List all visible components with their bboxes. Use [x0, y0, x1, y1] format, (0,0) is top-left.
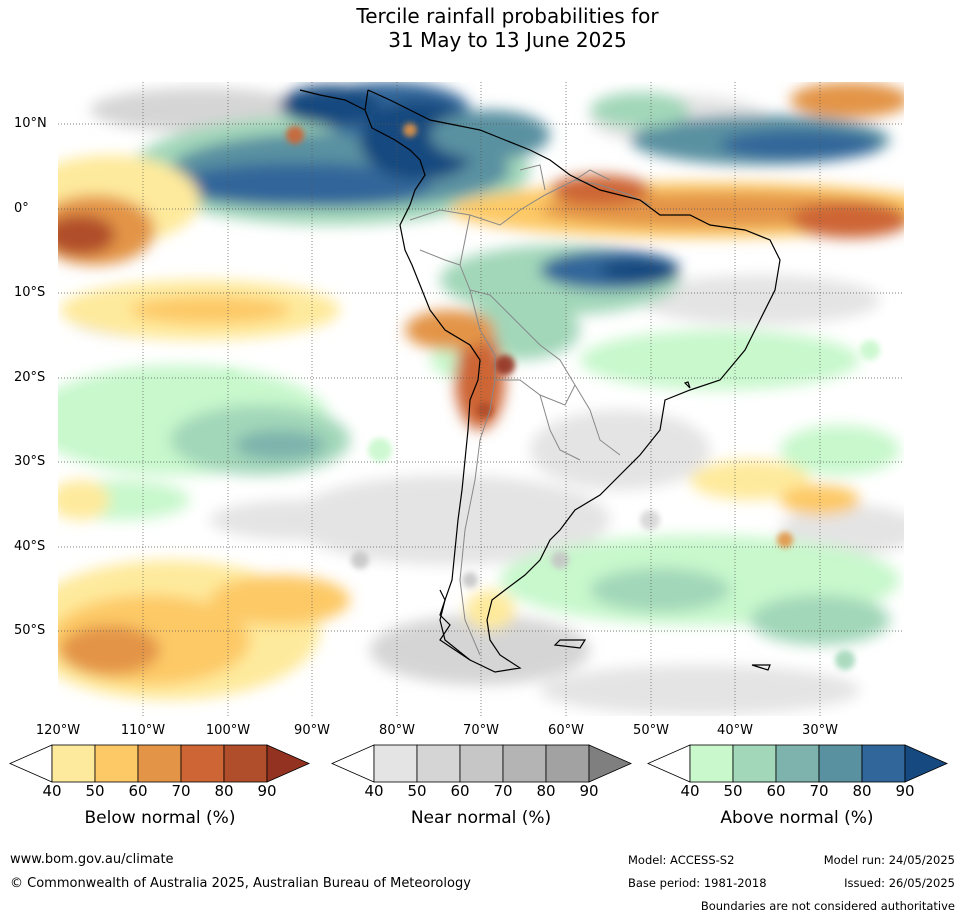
base-period-text: Base period: 1981-2018	[628, 876, 767, 890]
lat-label-20s: 20°S	[14, 370, 46, 385]
colorbar-near-title: Near normal (%)	[410, 808, 552, 828]
lon-label-60w: 60°W	[548, 723, 584, 738]
cb-near-tick-50: 50	[407, 782, 427, 800]
cb-below-tick-40: 40	[42, 782, 62, 800]
cb-near-tick-60: 60	[450, 782, 470, 800]
probability-field	[58, 82, 904, 716]
lat-label-10s: 10°S	[14, 285, 46, 300]
cb-below-tick-60: 60	[128, 782, 148, 800]
lat-label-10n: 10°N	[14, 116, 47, 131]
lon-label-100w: 100°W	[205, 723, 251, 738]
issued-text: Issued: 26/05/2025	[844, 876, 955, 890]
cb-above-tick-70: 70	[809, 782, 829, 800]
title-line-1: Tercile rainfall probabilities for	[356, 4, 659, 28]
cb-above-tick-60: 60	[766, 782, 786, 800]
lat-label-0: 0°	[14, 201, 29, 216]
lon-label-40w: 40°W	[717, 723, 753, 738]
cb-near-tick-90: 90	[579, 782, 599, 800]
copyright-text: © Commonwealth of Australia 2025, Austra…	[10, 876, 471, 891]
lon-label-120w: 120°W	[35, 723, 81, 738]
cb-below-tick-70: 70	[171, 782, 191, 800]
model-run-text: Model run: 24/05/2025	[823, 853, 955, 867]
cb-near-tick-80: 80	[536, 782, 556, 800]
lon-label-110w: 110°W	[120, 723, 166, 738]
colorbar-below-title: Below normal (%)	[84, 808, 236, 828]
lat-label-30s: 30°S	[14, 454, 46, 469]
cb-below-tick-50: 50	[85, 782, 105, 800]
colorbar-above-title: Above normal (%)	[720, 808, 874, 828]
lat-label-50s: 50°S	[14, 623, 46, 638]
country-borders	[409, 164, 651, 656]
lat-label-40s: 40°S	[14, 539, 46, 554]
lon-label-50w: 50°W	[633, 723, 669, 738]
lon-label-90w: 90°W	[294, 723, 330, 738]
cb-above-tick-40: 40	[680, 782, 700, 800]
title-line-2: 31 May to 13 June 2025	[388, 28, 627, 52]
colorbar-near	[331, 744, 632, 783]
lon-label-70w: 70°W	[463, 723, 499, 738]
cb-below-tick-90: 90	[257, 782, 277, 800]
cb-above-tick-90: 90	[895, 782, 915, 800]
colorbar-below	[9, 744, 310, 783]
cb-above-tick-80: 80	[852, 782, 872, 800]
lon-label-80w: 80°W	[379, 723, 415, 738]
model-text: Model: ACCESS-S2	[628, 853, 735, 867]
cb-above-tick-50: 50	[723, 782, 743, 800]
website-link[interactable]: www.bom.gov.au/climate	[10, 852, 174, 867]
cb-below-tick-80: 80	[214, 782, 234, 800]
colorbar-above	[647, 744, 948, 783]
cb-near-tick-40: 40	[364, 782, 384, 800]
lon-label-30w: 30°W	[802, 723, 838, 738]
disclaimer-text: Boundaries are not considered authoritat…	[700, 899, 955, 913]
cb-near-tick-70: 70	[493, 782, 513, 800]
coastline	[299, 89, 781, 673]
chart-title: Tercile rainfall probabilities for 31 Ma…	[0, 4, 965, 52]
